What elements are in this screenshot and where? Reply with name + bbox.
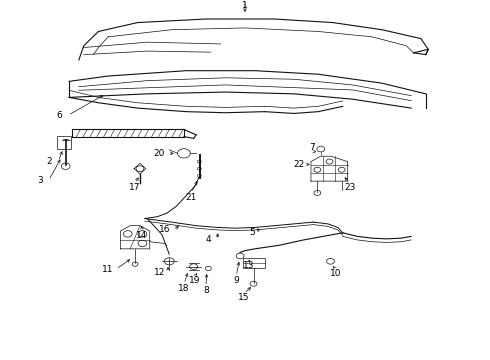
Text: 13: 13 [243, 261, 255, 270]
Text: 22: 22 [293, 160, 304, 169]
Bar [57, 135, 71, 149]
Text: 3: 3 [37, 176, 43, 185]
Text: 14: 14 [136, 231, 147, 240]
Text: 2: 2 [47, 157, 52, 166]
Text: 20: 20 [154, 149, 165, 158]
Text: 10: 10 [330, 269, 341, 278]
Text: 6: 6 [56, 111, 62, 120]
Text: 21: 21 [186, 193, 197, 202]
Text: 7: 7 [310, 143, 315, 152]
Text: 17: 17 [129, 183, 141, 192]
Text: 8: 8 [203, 287, 209, 296]
Text: 23: 23 [344, 183, 356, 192]
Text: 19: 19 [190, 276, 201, 285]
Text: 18: 18 [178, 284, 190, 293]
Text: 9: 9 [233, 276, 239, 285]
Bar [243, 258, 265, 269]
Text: 12: 12 [154, 268, 165, 277]
Text: 15: 15 [238, 293, 250, 302]
Text: 11: 11 [101, 265, 113, 274]
Text: 4: 4 [205, 235, 211, 244]
Text: 16: 16 [159, 225, 170, 234]
Text: 1: 1 [242, 1, 248, 10]
Text: 5: 5 [249, 228, 255, 237]
